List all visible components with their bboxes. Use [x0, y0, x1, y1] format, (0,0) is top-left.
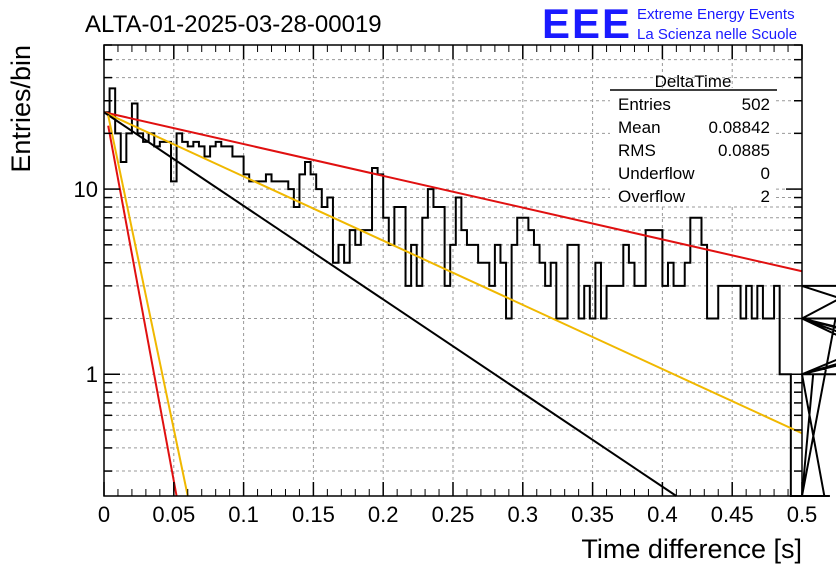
x-tick-label: 0.35: [571, 502, 614, 527]
histogram-bars: [104, 87, 836, 497]
stats-row-value: 0.08842: [709, 118, 770, 137]
x-tick-label: 0.2: [368, 502, 399, 527]
fit-curve-5: [107, 125, 178, 497]
stats-row-value: 2: [761, 187, 770, 206]
fit-curve-2: [103, 111, 803, 435]
stats-row-label: Underflow: [618, 164, 695, 183]
stats-row-label: Overflow: [618, 187, 686, 206]
x-axis-label: Time difference [s]: [581, 534, 802, 564]
y-axis-label: Entries/bin: [6, 45, 36, 173]
eee-logo: EEE Extreme Energy Events La Scienza nel…: [542, 0, 797, 47]
stats-title: DeltaTime: [655, 72, 732, 91]
eee-logo-line2: La Scienza nelle Scuole: [637, 26, 797, 43]
fit-curve-1: [103, 111, 803, 273]
stats-row-label: Mean: [618, 118, 661, 137]
eee-logo-line1: Extreme Energy Events: [637, 6, 795, 23]
x-tick-label: 0.05: [152, 502, 195, 527]
x-tick-label: 0.3: [508, 502, 539, 527]
x-tick-label: 0.1: [228, 502, 259, 527]
histogram-outline: [104, 87, 836, 497]
stats-row-value: 502: [742, 95, 770, 114]
x-tick-label: 0.25: [432, 502, 475, 527]
stats-row-value: 0: [761, 164, 770, 183]
stats-row-value: 0.0885: [718, 141, 770, 160]
stats-box: DeltaTime Entries 502 Mean 0.08842 RMS 0.0885…: [610, 72, 777, 206]
stats-row-label: Entries: [618, 95, 671, 114]
stats-row-label: RMS: [618, 141, 656, 160]
y-tick-label: 1: [86, 362, 98, 387]
x-tick-label: 0.4: [647, 502, 678, 527]
x-tick-label: 0.5: [787, 502, 818, 527]
y-tick-label: 10: [74, 177, 98, 202]
stats-rows: Entries 502 Mean 0.08842 RMS 0.0885 Underflow 0…: [618, 95, 770, 206]
eee-logo-text: EEE: [542, 0, 632, 47]
x-tick-label: 0: [98, 502, 110, 527]
fit-curve-4: [107, 115, 189, 497]
x-tick-label: 0.15: [292, 502, 335, 527]
x-tick-label: 0.45: [711, 502, 754, 527]
stats-box-background: [610, 88, 775, 206]
run-title: ALTA-01-2025-03-28-00019: [85, 11, 382, 38]
fit-curve-3: [103, 111, 677, 497]
axis-ticks: 0 0.05 0.1 0.15 0.2 0.25 0.3 0.35 0.4 0.45 0.5 1 10: [74, 44, 818, 527]
fit-curves: [103, 111, 803, 497]
